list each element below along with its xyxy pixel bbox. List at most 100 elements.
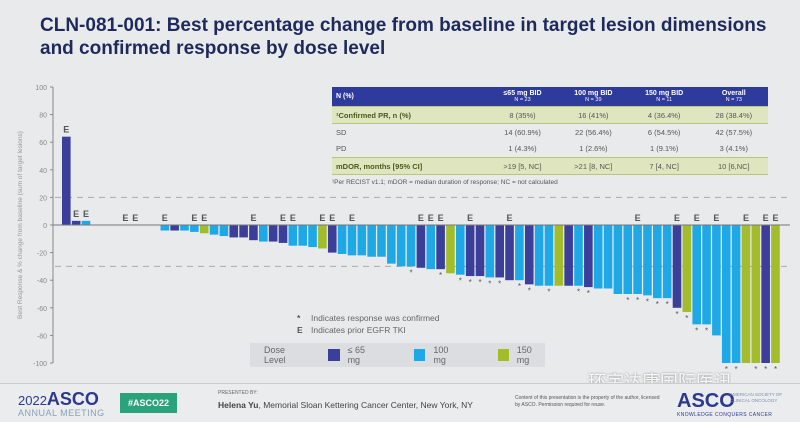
prior-egfr-marker: E [63,125,69,135]
bar [534,225,544,286]
table-cell: 7 [4, NC] [628,157,700,175]
y-tick-label: -20 [37,251,47,258]
slide-title: CLN-081-001: Best percentage change from… [40,15,767,59]
prior-egfr-marker: E [743,213,749,223]
bar [505,225,514,281]
confirmed-marker: * [587,289,590,298]
bar [327,225,337,253]
bar [180,225,189,231]
swatch-dark [328,349,340,361]
swatch-light [414,349,426,361]
prior-egfr-marker: E [467,213,473,223]
prior-egfr-marker: E [250,213,256,223]
confirmed-marker: * [656,300,659,309]
bar [357,225,367,256]
confirmed-marker: * [735,365,738,374]
confirmed-marker: * [498,279,501,288]
table-cell: ¹Confirmed PR, n (%) [332,106,488,124]
y-axis-label: Best Response & % change from baseline (… [17,131,24,319]
bar [554,225,564,286]
prior-egfr-marker: E [428,213,434,223]
marker-notes: * Indicates response was confirmed E Indic… [297,313,440,335]
table-cell: SD [336,127,347,137]
table-cell: 22 (56.4%) [575,127,612,137]
bar [485,225,495,278]
asco-subtitle: AMERICAN SOCIETY OF CLINICAL ONCOLOGY [730,392,783,403]
confirmed-marker: * [528,286,531,295]
bar [712,225,721,336]
y-tick-label: 0 [43,223,47,230]
table-header: 150 mg BID N = 11 [628,87,700,107]
confirmed-marker: * [675,310,678,319]
prior-egfr-marker: E [162,213,168,223]
bar [593,225,603,289]
bar [564,225,573,286]
table-row: ¹Confirmed PR, n (%) 8 (35%) 16 (41%) 4 (36… [332,106,768,124]
bar [347,225,357,256]
confirmed-marker: * [459,277,462,286]
table-cell: 14 (60.9%) [504,127,541,137]
dose-legend: Dose Level ≤ 65 mg 100 mg 150 mg [250,343,545,367]
prior-egfr-marker: E [635,213,641,223]
bar [623,225,633,294]
bar [337,225,347,254]
confirmed-marker: * [695,326,698,335]
copyright-note: Content of this presentation is the prop… [515,395,660,408]
table-footnote: ¹Per RECIST v1.1; mDOR = median duration… [332,179,558,186]
bar [288,225,298,246]
bar [475,225,485,277]
bar [544,225,554,286]
bar [643,225,652,296]
y-tick-label: -40 [37,278,47,285]
prior-egfr-marker: E [83,209,89,219]
prior-egfr-marker: E [290,213,296,223]
bar [268,225,278,242]
confirmed-marker: * [685,314,688,323]
bar [219,225,229,237]
legend-100mg: 100 mg [433,345,449,365]
bar [170,225,179,231]
table-cell: 28 (38.4%) [699,106,768,124]
y-tick-label: -100 [33,361,47,368]
prior-egfr-marker: E [132,213,138,223]
confirmed-marker: * [469,278,472,287]
legend-65mg: ≤ 65 mg [347,345,366,365]
presented-by-label: PRESENTED BY: [218,390,258,396]
prior-egfr-marker: E [201,213,207,223]
bar [731,225,741,363]
y-tick-label: -60 [37,306,47,313]
table-row: PD 1 (4.3%) 1 (2.6%) 1 (9.1%) 3 (4.1%) [332,141,768,158]
prior-egfr-marker: E [319,213,325,223]
prior-egfr-marker: E [280,213,286,223]
table-header: 100 mg BID N = 39 [557,87,629,107]
bar [308,225,317,248]
star-note: Indicates response was confirmed [311,313,440,323]
bar [387,225,396,264]
bar [465,225,475,277]
bar [318,225,327,249]
table-cell: 42 (57.5%) [715,127,753,137]
table-cell: PD [336,144,347,154]
bar [524,225,534,285]
bar [160,225,170,231]
bar [209,225,219,235]
bar [62,136,71,225]
bar [377,225,386,257]
bar [249,225,258,241]
asco-logo: ASCO [677,390,735,412]
confirmed-marker: * [725,365,728,374]
bar [259,225,268,242]
table-header: N (%) [332,87,488,107]
y-tick-label: 100 [35,85,47,92]
table-cell: 16 (41%) [557,106,629,124]
table-cell: 8 (35%) [487,106,558,124]
confirmed-marker: * [646,297,649,306]
bar [446,225,455,274]
prior-egfr-marker: E [694,213,700,223]
bar [229,225,239,238]
bar [751,225,761,363]
table-cell: >19 [5, NC] [487,157,558,175]
table-cell: 10 [6,NC] [699,157,768,175]
table-cell: 1 (2.6%) [579,144,608,154]
y-tick-label: 40 [39,168,47,175]
